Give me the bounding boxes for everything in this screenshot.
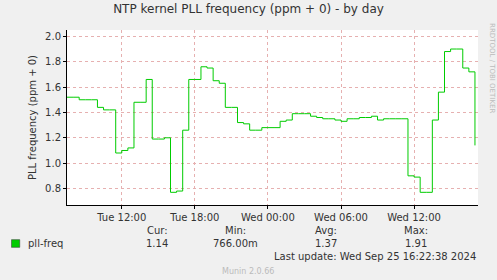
svg-text:Wed 00:00: Wed 00:00 xyxy=(241,212,295,223)
svg-text:Tue 12:00: Tue 12:00 xyxy=(96,212,146,223)
svg-text:Last update: Wed Sep 25 16:22:: Last update: Wed Sep 25 16:22:38 2024 xyxy=(274,251,476,262)
svg-text:1.91: 1.91 xyxy=(405,238,427,249)
svg-text:1.4: 1.4 xyxy=(45,107,61,118)
svg-text:RRDTOOL / TOBI OETIKER: RRDTOOL / TOBI OETIKER xyxy=(488,23,496,113)
svg-text:1.37: 1.37 xyxy=(315,238,337,249)
svg-text:1.14: 1.14 xyxy=(146,238,168,249)
svg-text:Avg:: Avg: xyxy=(315,225,337,236)
svg-text:pll-freq: pll-freq xyxy=(28,238,63,249)
svg-text:766.00m: 766.00m xyxy=(213,238,258,249)
svg-text:Min:: Min: xyxy=(225,225,246,236)
svg-text:0.8: 0.8 xyxy=(45,183,61,194)
svg-text:2.0: 2.0 xyxy=(45,31,61,42)
svg-text:Max:: Max: xyxy=(404,225,428,236)
svg-text:Munin 2.0.66: Munin 2.0.66 xyxy=(222,267,274,276)
svg-text:1.6: 1.6 xyxy=(45,82,61,93)
svg-text:1.0: 1.0 xyxy=(45,158,61,169)
svg-text:Wed 12:00: Wed 12:00 xyxy=(387,212,441,223)
svg-text:Wed 06:00: Wed 06:00 xyxy=(314,212,368,223)
svg-text:1.8: 1.8 xyxy=(45,56,61,67)
svg-text:1.2: 1.2 xyxy=(45,132,61,143)
svg-text:PLL frequency (ppm + 0): PLL frequency (ppm + 0) xyxy=(27,55,38,180)
svg-text:Cur:: Cur: xyxy=(147,225,168,236)
svg-text:Tue 18:00: Tue 18:00 xyxy=(169,212,219,223)
svg-text:NTP kernel PLL frequency (ppm: NTP kernel PLL frequency (ppm + 0) - by … xyxy=(113,2,384,16)
